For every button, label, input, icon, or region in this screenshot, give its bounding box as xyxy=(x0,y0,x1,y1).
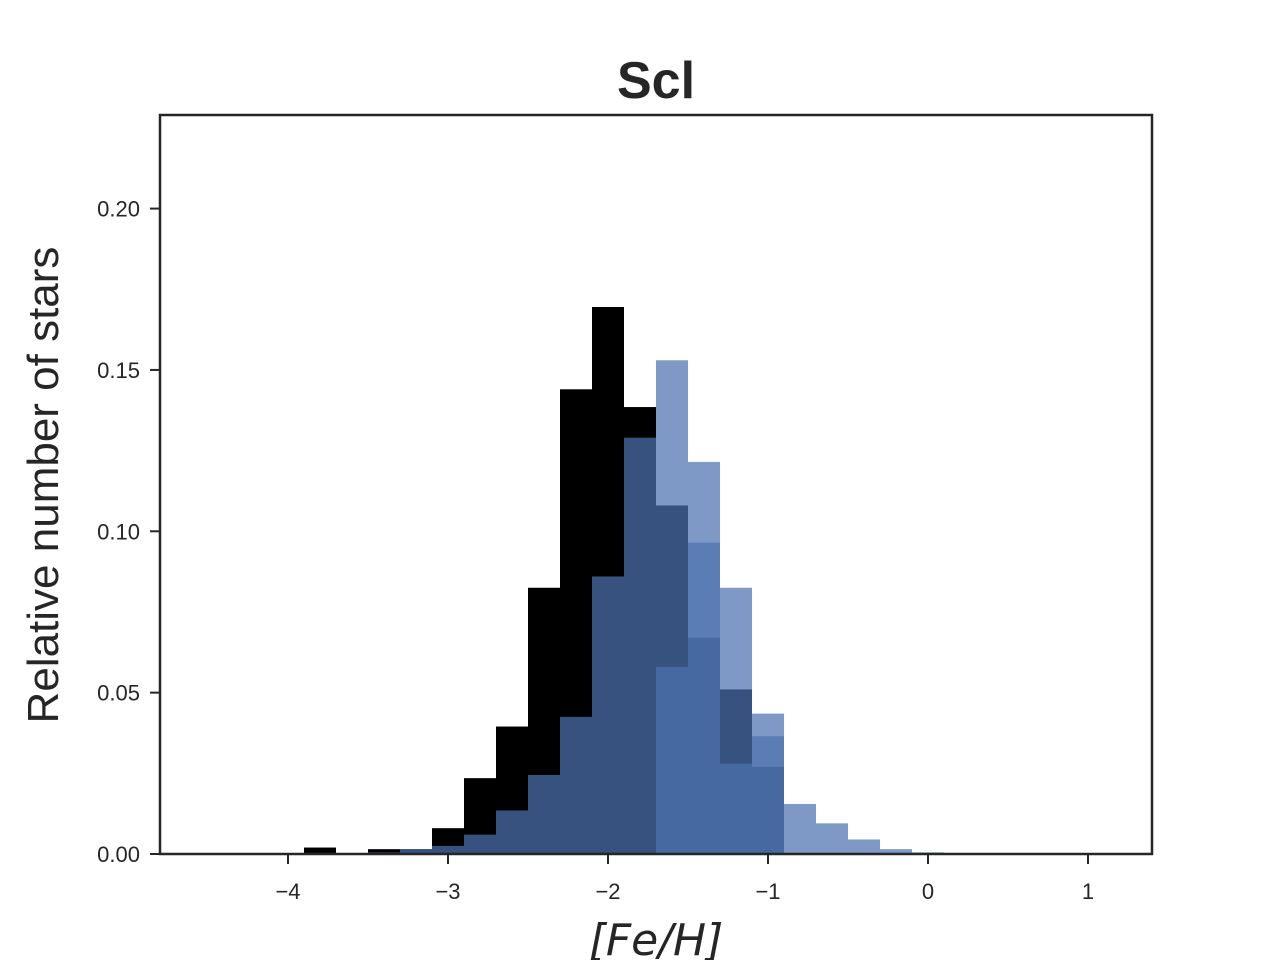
y-tick-label: 0.10 xyxy=(97,519,140,544)
hist-bar-series-1 xyxy=(528,774,560,854)
x-axis: −4 −3 −2 −1 0 1 xyxy=(275,854,1094,904)
x-tick-label: 0 xyxy=(922,879,934,904)
hist-bar-series-2 xyxy=(688,542,720,854)
hist-bar-series-1 xyxy=(848,839,880,854)
hist-bar-series-1 xyxy=(560,716,592,854)
y-tick-label: 0.05 xyxy=(97,681,140,706)
hist-bar-series-1 xyxy=(592,576,624,854)
hist-bar-series-0 xyxy=(304,847,336,854)
y-tick-label: 0.20 xyxy=(97,197,140,222)
hist-bar-series-2 xyxy=(720,763,752,854)
y-axis-label: Relative number of stars xyxy=(19,247,68,724)
chart-title: Scl xyxy=(617,52,695,110)
hist-bar-series-1 xyxy=(880,849,912,854)
histogram-bars xyxy=(304,307,976,854)
hist-bar-series-1 xyxy=(496,810,528,854)
y-tick-label: 0.00 xyxy=(97,842,140,867)
y-axis: 0.00 0.05 0.10 0.15 0.20 xyxy=(97,197,160,867)
x-tick-label: −4 xyxy=(275,879,300,904)
hist-bar-series-2 xyxy=(656,666,688,854)
hist-bar-series-1 xyxy=(816,823,848,854)
hist-bar-series-1 xyxy=(464,834,496,854)
x-axis-label: [Fe/H] xyxy=(589,915,724,960)
hist-bar-series-2 xyxy=(752,713,784,854)
x-tick-label: −1 xyxy=(755,879,780,904)
x-tick-label: −3 xyxy=(435,879,460,904)
hist-bar-series-1 xyxy=(400,849,432,854)
hist-bar-series-1 xyxy=(432,845,464,854)
hist-bar-series-1 xyxy=(624,437,656,854)
hist-bar-series-0 xyxy=(368,849,400,854)
x-tick-label: −2 xyxy=(595,879,620,904)
hist-bar-series-1 xyxy=(784,803,816,854)
plot-frame xyxy=(158,113,1154,856)
x-tick-label: 1 xyxy=(1082,879,1094,904)
y-tick-label: 0.15 xyxy=(97,358,140,383)
